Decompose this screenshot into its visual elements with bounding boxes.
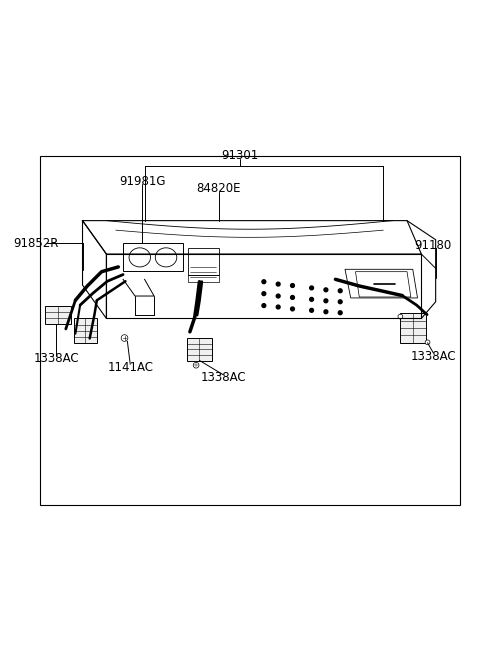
Circle shape	[121, 335, 128, 341]
Circle shape	[193, 362, 199, 368]
Circle shape	[338, 300, 342, 304]
Circle shape	[276, 305, 280, 309]
Circle shape	[324, 310, 328, 314]
Circle shape	[324, 299, 328, 302]
Bar	[74, 318, 97, 343]
Text: 91180: 91180	[415, 239, 452, 253]
Text: 91301: 91301	[221, 149, 259, 162]
Circle shape	[338, 289, 342, 293]
Circle shape	[262, 280, 266, 283]
Circle shape	[276, 294, 280, 298]
Circle shape	[262, 304, 266, 308]
Circle shape	[262, 292, 266, 296]
Circle shape	[276, 282, 280, 286]
Text: 1338AC: 1338AC	[201, 371, 246, 384]
Text: 91981G: 91981G	[119, 174, 166, 188]
Text: 91852R: 91852R	[13, 237, 59, 249]
Circle shape	[338, 311, 342, 315]
Bar	[400, 313, 426, 343]
Text: 84820E: 84820E	[196, 182, 241, 195]
Text: 1338AC: 1338AC	[410, 350, 456, 363]
Bar	[188, 249, 218, 275]
Text: 1338AC: 1338AC	[34, 352, 79, 365]
Bar	[39, 156, 459, 504]
Text: 1141AC: 1141AC	[107, 361, 153, 374]
Bar	[187, 338, 212, 361]
Circle shape	[310, 308, 313, 312]
Circle shape	[310, 286, 313, 290]
Circle shape	[290, 307, 294, 311]
Bar	[188, 275, 218, 281]
Circle shape	[310, 297, 313, 301]
Circle shape	[398, 314, 403, 319]
Circle shape	[425, 340, 430, 344]
Circle shape	[290, 296, 294, 299]
Circle shape	[290, 283, 294, 287]
Bar	[45, 306, 71, 324]
Circle shape	[324, 288, 328, 292]
